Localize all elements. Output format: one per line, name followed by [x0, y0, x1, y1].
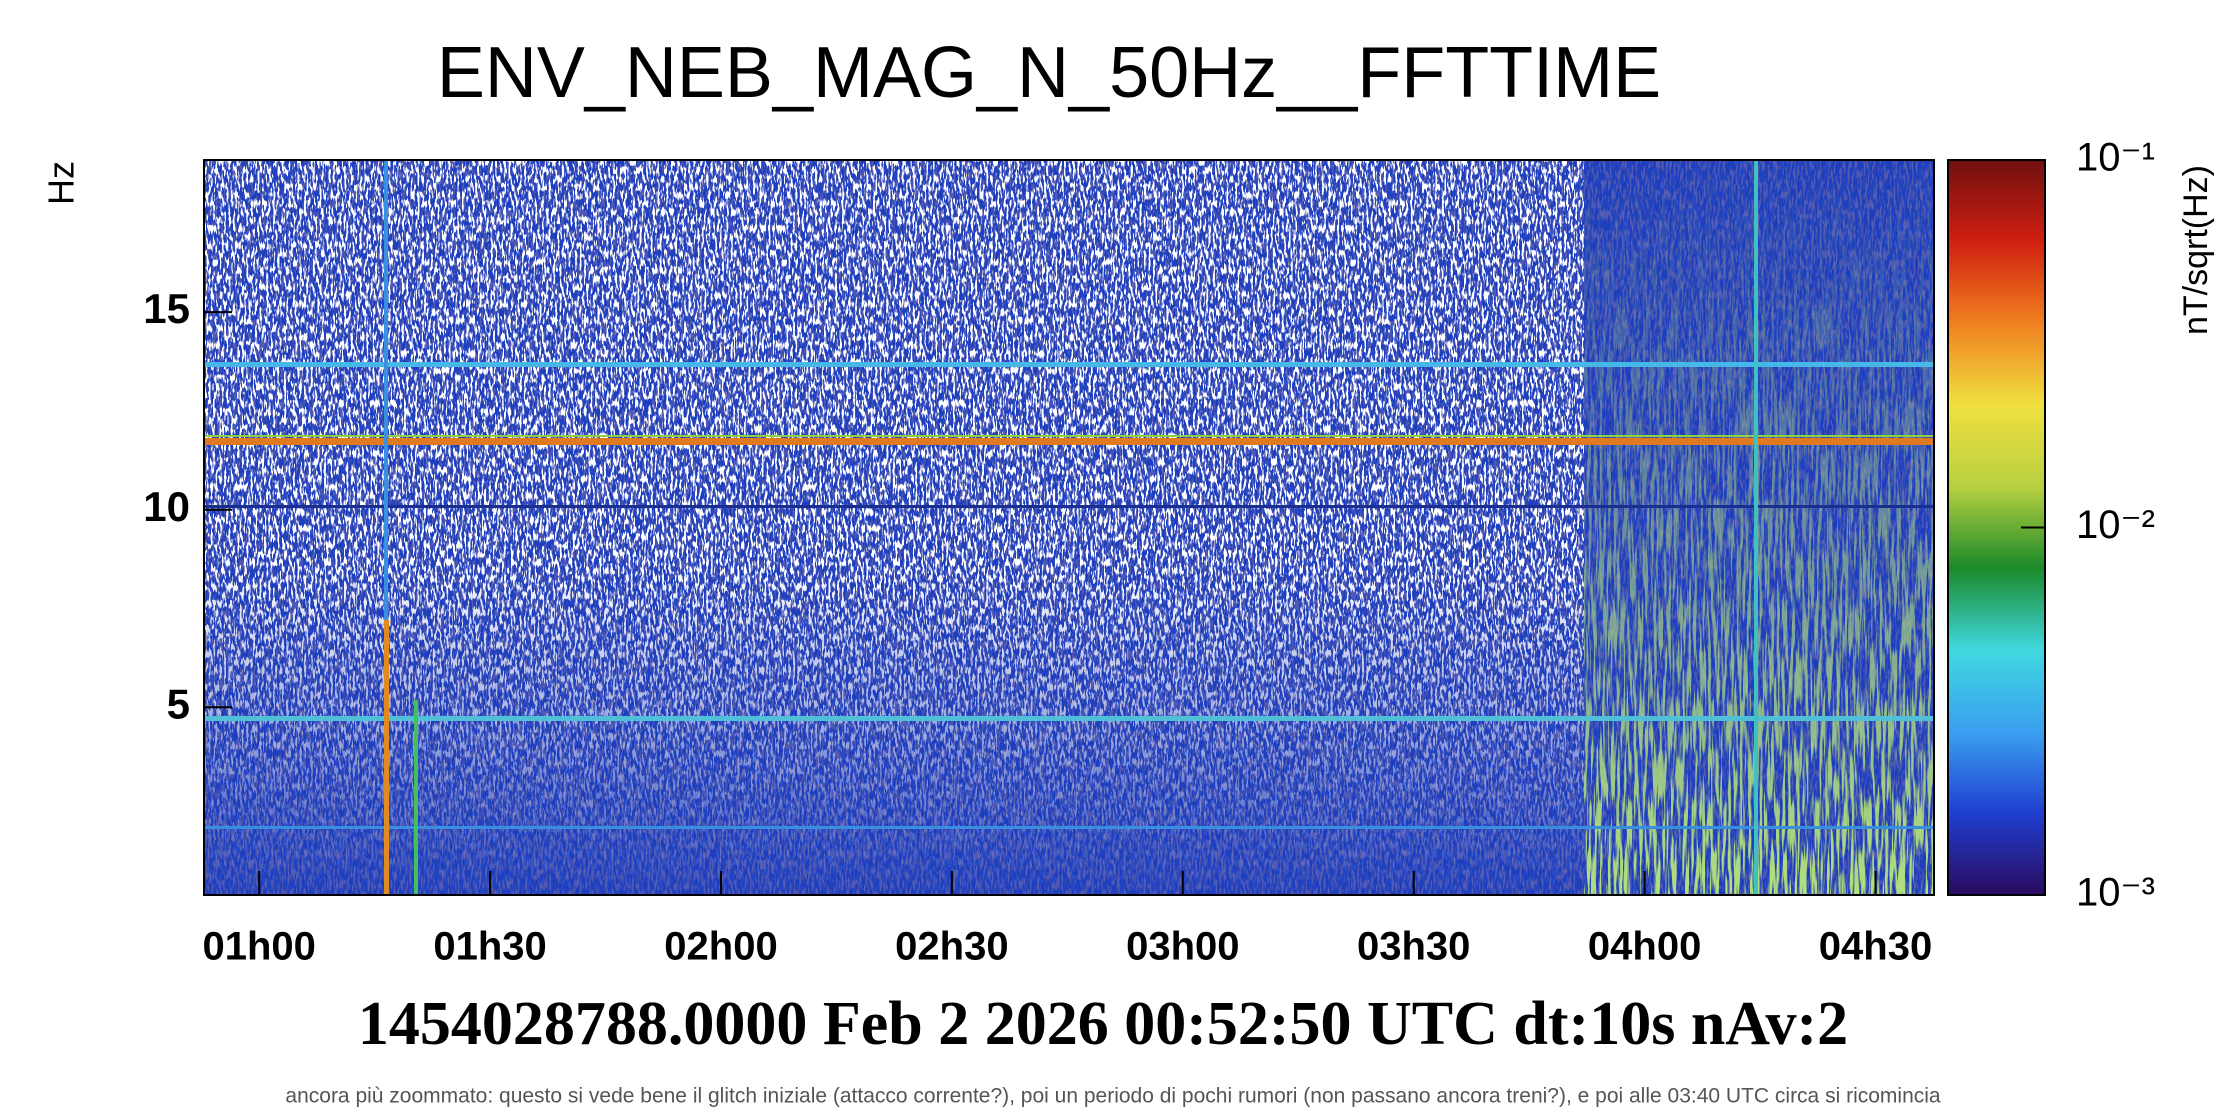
y-axis-label: Hz	[41, 161, 82, 205]
x-tick-label: 03h00	[1126, 925, 1239, 969]
footer: 1454028788.0000 Feb 2 2026 00:52:50 UTC …	[358, 990, 1848, 1058]
caption: ancora più zoommato: questo si vede bene…	[285, 1085, 1941, 1108]
colorbar-label: nT/sqrt(Hz)	[2177, 165, 2215, 335]
chart-title: ENV_NEB_MAG_N_50Hz__FFTTIME	[437, 33, 1661, 113]
y-tick-label: 5	[167, 680, 190, 727]
colorbar-tick-label: 10⁻³	[2076, 871, 2155, 915]
x-tick-label: 04h00	[1588, 925, 1701, 969]
spectrogram-image	[204, 160, 1934, 895]
x-tick-label: 03h30	[1357, 925, 1470, 969]
x-tick-label: 04h30	[1819, 925, 1932, 969]
x-tick-label: 01h00	[202, 925, 315, 969]
x-tick-label: 02h30	[895, 925, 1008, 969]
y-tick-label: 10	[143, 483, 190, 530]
x-tick-label: 01h30	[433, 925, 546, 969]
colorbar-tick-label: 10⁻¹	[2076, 136, 2155, 180]
plot-frame	[203, 159, 1935, 896]
y-tick-label: 15	[143, 285, 190, 332]
x-tick-label: 02h00	[664, 925, 777, 969]
colorbar-tick-label: 10⁻²	[2076, 503, 2155, 547]
